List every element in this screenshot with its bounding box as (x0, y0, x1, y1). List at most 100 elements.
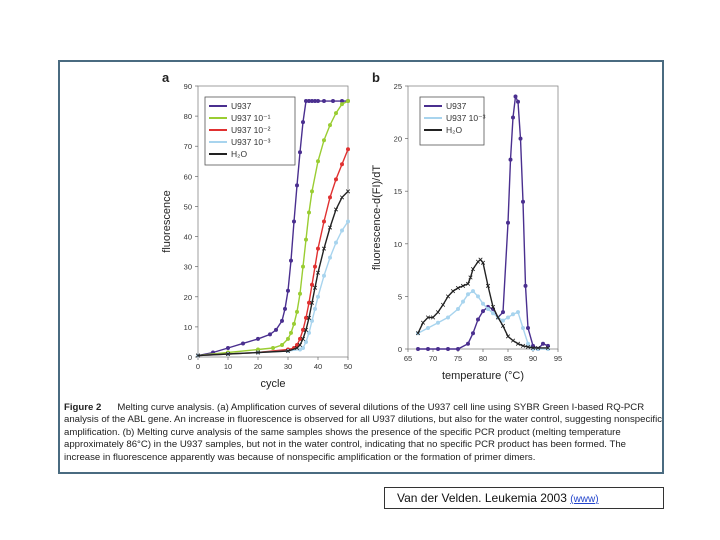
data-point (466, 292, 470, 297)
data-point (316, 294, 320, 299)
data-point (304, 99, 308, 104)
data-point (285, 348, 291, 354)
data-point (513, 94, 518, 99)
citation-text: Van der Velden. Leukemia 2003 (397, 491, 567, 505)
data-point (301, 264, 305, 269)
data-point (525, 344, 531, 349)
data-point (450, 289, 456, 294)
y-tick-label: 40 (184, 233, 192, 242)
data-point (436, 347, 440, 351)
data-point (340, 162, 344, 167)
data-point (304, 339, 308, 344)
x-tick-label: 0 (196, 362, 200, 371)
data-point (322, 273, 326, 278)
data-point (226, 345, 230, 350)
data-point (195, 353, 201, 358)
data-point (286, 336, 290, 341)
data-point (526, 341, 530, 346)
figure-caption: Figure 2 Melting curve analysis. (a) Ampl… (64, 402, 664, 464)
x-tick-label: 50 (344, 362, 352, 371)
data-point (307, 99, 311, 104)
data-point (304, 237, 308, 242)
data-point (256, 336, 260, 341)
data-point (521, 199, 525, 204)
panel-b-label: b (372, 70, 380, 85)
x-tick-label: 10 (224, 362, 232, 371)
data-point (334, 177, 338, 182)
panel-a-label: a (162, 70, 170, 85)
data-point (298, 291, 302, 296)
data-point (495, 315, 501, 320)
data-point (274, 327, 278, 332)
data-point (461, 299, 465, 304)
data-point (481, 301, 485, 306)
y-tick-label: 50 (184, 202, 192, 211)
data-point (510, 338, 516, 343)
data-point (468, 275, 473, 280)
data-point (292, 321, 296, 326)
data-point (310, 99, 314, 104)
data-point (271, 345, 275, 350)
data-point (322, 219, 326, 224)
x-tick-label: 70 (429, 354, 437, 363)
data-point (283, 306, 287, 311)
data-point (340, 102, 344, 107)
data-point (425, 315, 431, 320)
y-tick-label: 15 (394, 187, 402, 196)
legend-entry: U937 (446, 101, 467, 111)
data-point (346, 99, 350, 104)
data-point (515, 341, 521, 346)
data-point (508, 157, 513, 162)
data-point (506, 315, 510, 320)
data-point (445, 294, 451, 299)
figure-frame (58, 60, 664, 474)
legend-entry: U937 (231, 101, 252, 111)
data-point (307, 300, 311, 305)
data-point (321, 246, 327, 251)
x-tick-label: 85 (504, 354, 512, 363)
x-axis-label: cycle (260, 378, 285, 390)
data-point (313, 99, 317, 104)
data-point (501, 310, 505, 315)
data-point (292, 219, 296, 224)
data-point (310, 318, 314, 323)
data-point (520, 343, 526, 348)
data-point (300, 336, 306, 342)
data-point (506, 220, 510, 225)
data-point (313, 264, 317, 269)
data-point (485, 283, 491, 288)
data-point (255, 350, 261, 355)
y-tick-label: 10 (394, 240, 402, 249)
data-point (294, 345, 300, 351)
data-point (309, 300, 315, 305)
data-point (436, 320, 440, 325)
data-point (476, 294, 480, 299)
data-point (322, 99, 326, 104)
x-tick-label: 90 (529, 354, 537, 363)
citation-link[interactable]: (www) (570, 494, 599, 505)
data-point (256, 347, 260, 352)
data-point (523, 283, 528, 288)
data-point (486, 307, 490, 312)
data-point (316, 99, 320, 104)
y-tick-label: 70 (184, 142, 192, 151)
data-point (501, 318, 505, 323)
data-point (466, 341, 470, 346)
data-point (297, 342, 303, 348)
data-point (346, 219, 350, 224)
data-point (286, 288, 290, 293)
y-tick-label: 30 (184, 263, 192, 272)
data-point (435, 310, 441, 315)
x-tick-label: 65 (404, 354, 412, 363)
y-tick-label: 5 (398, 292, 402, 301)
data-point (312, 285, 318, 290)
data-point (455, 285, 461, 291)
x-tick-label: 20 (254, 362, 262, 371)
data-point (301, 120, 305, 125)
x-tick-label: 80 (479, 354, 487, 363)
caption-text: Melting curve analysis. (a) Amplificatio… (64, 402, 663, 463)
data-point (340, 99, 344, 104)
data-point (280, 318, 284, 323)
data-point (328, 255, 332, 260)
data-point (491, 311, 495, 316)
